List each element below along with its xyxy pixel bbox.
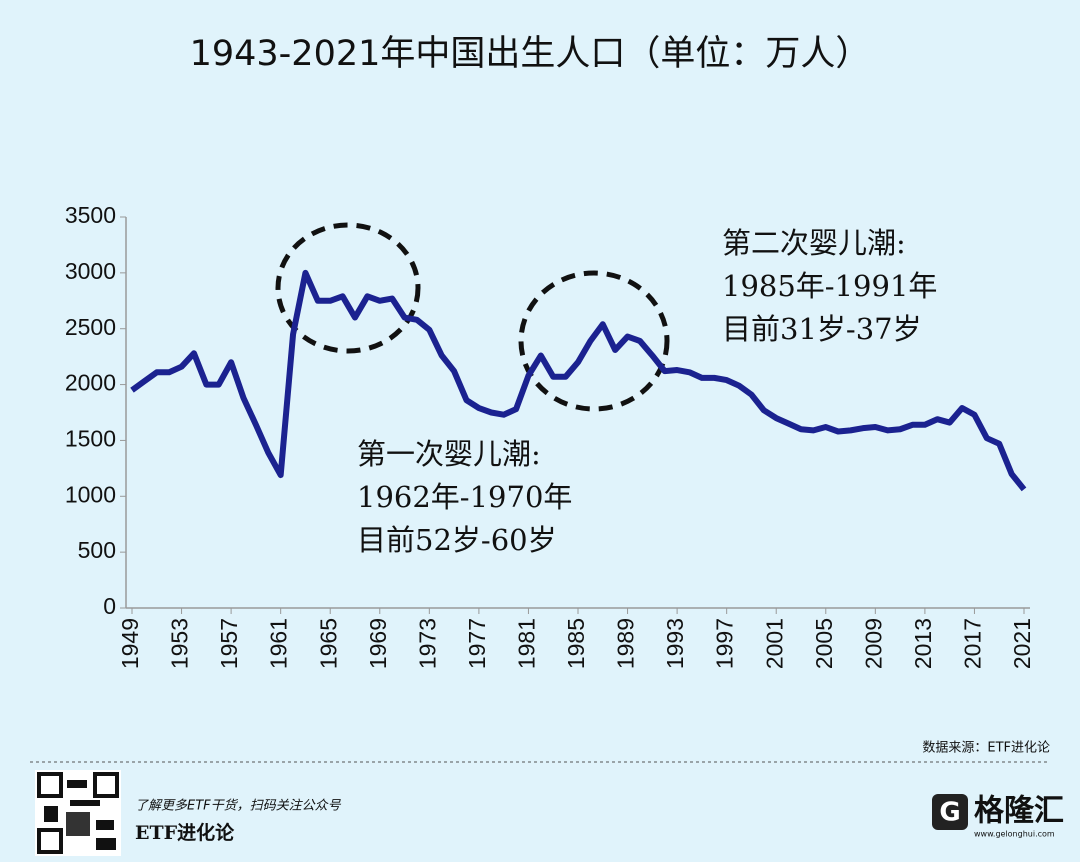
y-tick-label: 2500 — [65, 314, 116, 340]
x-tick-label: 2005 — [811, 618, 837, 669]
x-tick-label: 1973 — [414, 618, 440, 669]
x-tick-label: 1949 — [117, 618, 143, 669]
x-tick-label: 1985 — [563, 618, 589, 669]
qr-code — [35, 770, 121, 856]
logo-url: www.gelonghui.com — [974, 830, 1055, 839]
x-tick-label: 1981 — [514, 618, 540, 669]
x-tick-label: 2009 — [860, 618, 886, 669]
source: 数据来源：ETF进化论 — [922, 741, 1050, 756]
y-tick-label: 1000 — [65, 481, 116, 507]
x-tick-label: 1965 — [315, 618, 341, 669]
logo: G — [932, 794, 968, 830]
promo-text: 了解更多ETF干货，扫码关注公众号 — [135, 799, 342, 814]
annotation: 1962年-1970年 — [357, 480, 572, 514]
x-tick-label: 1961 — [266, 618, 292, 669]
x-tick-label: 1993 — [662, 618, 688, 669]
x-tick-label: 1957 — [216, 618, 242, 669]
x-tick-label: 1953 — [167, 618, 193, 669]
highlight-circle — [518, 270, 670, 412]
x-tick-label: 1989 — [613, 618, 639, 669]
svg-text:G: G — [939, 798, 960, 828]
highlight-circle — [275, 222, 421, 354]
annotation: 第一次婴儿潮: — [357, 437, 541, 471]
annotation: 目前52岁-60岁 — [357, 523, 557, 557]
y-tick-label: 500 — [78, 537, 116, 563]
x-tick-label: 2021 — [1009, 618, 1035, 669]
chart-title: 1943-2021年中国出生人口（单位：万人） — [190, 34, 871, 74]
y-tick-label: 0 — [103, 593, 116, 619]
x-tick-label: 1969 — [365, 618, 391, 669]
x-tick-label: 1997 — [712, 618, 738, 669]
data-line — [130, 269, 1027, 492]
y-tick-label: 1500 — [65, 426, 116, 452]
y-tick-label: 3500 — [65, 202, 116, 228]
x-tick-label: 1977 — [464, 618, 490, 669]
y-tick-label: 3000 — [65, 258, 116, 284]
account-name: ETF进化论 — [135, 821, 235, 844]
logo-text: 格隆汇 — [974, 794, 1064, 829]
annotation: 第二次婴儿潮: — [722, 226, 906, 260]
x-tick-label: 2001 — [761, 618, 787, 669]
x-tick-label: 2013 — [910, 618, 936, 669]
x-tick-label: 2017 — [960, 618, 986, 669]
annotation: 目前31岁-37岁 — [722, 312, 922, 346]
annotation: 1985年-1991年 — [722, 269, 937, 303]
y-tick-label: 2000 — [65, 370, 116, 396]
